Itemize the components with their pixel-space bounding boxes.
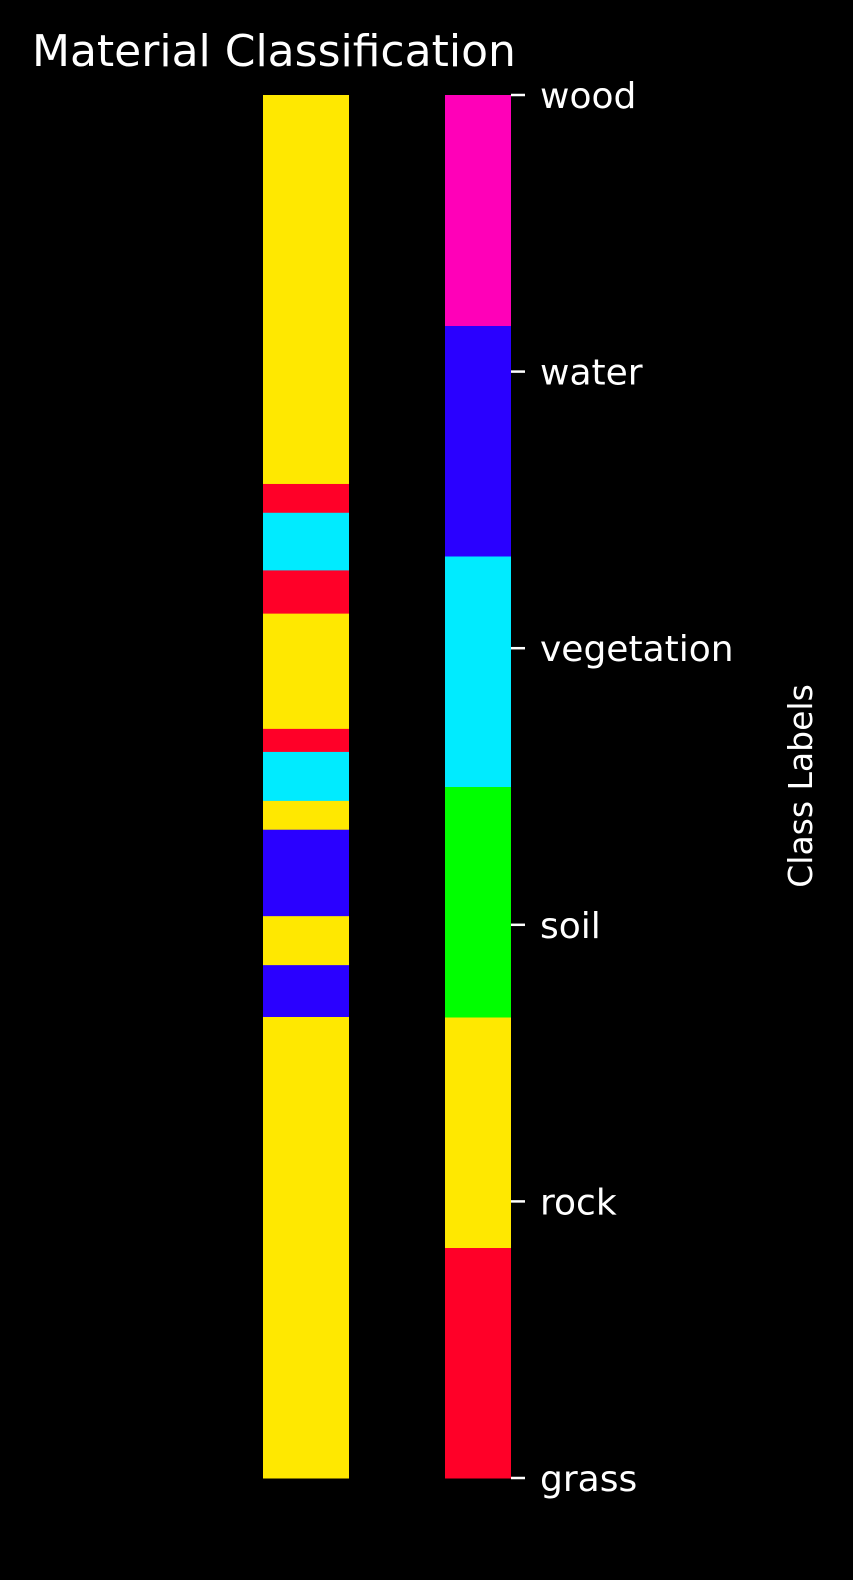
image-segment-vegetation — [263, 512, 349, 571]
image-segment-vegetation — [263, 751, 349, 802]
image-segment-grass — [263, 728, 349, 753]
colorbar-swatch-soil — [445, 786, 511, 1018]
colorbar-tick-label-vegetation: vegetation — [540, 629, 734, 670]
colorbar-swatch-water — [445, 325, 511, 557]
colorbar-swatch-grass — [445, 1247, 511, 1479]
image-segment-rock — [263, 1017, 349, 1479]
colorbar-tick-label-soil: soil — [540, 906, 601, 947]
colorbar-tick-label-rock: rock — [540, 1182, 617, 1223]
image-segment-rock — [263, 916, 349, 966]
image-segment-rock — [263, 95, 349, 485]
classification-image — [263, 95, 349, 1479]
image-segment-rock — [263, 800, 349, 831]
image-segment-grass — [263, 570, 349, 615]
image-segment-water — [263, 829, 349, 917]
colorbar-swatch-rock — [445, 1017, 511, 1248]
colorbar-tick-label-water: water — [540, 353, 643, 394]
chart-title: Material Classification — [32, 26, 516, 77]
image-segment-grass — [263, 483, 349, 514]
colorbar-swatch-wood — [445, 95, 511, 326]
colorbar-swatch-vegetation — [445, 556, 511, 787]
colorbar-label: Class Labels — [781, 684, 820, 888]
image-segment-rock — [263, 613, 349, 730]
colorbar: grass rock soil vegetation water wood — [445, 76, 734, 1500]
image-segment-water — [263, 965, 349, 1018]
colorbar-tick-label-wood: wood — [540, 76, 636, 117]
colorbar-tick-label-grass: grass — [540, 1459, 637, 1500]
